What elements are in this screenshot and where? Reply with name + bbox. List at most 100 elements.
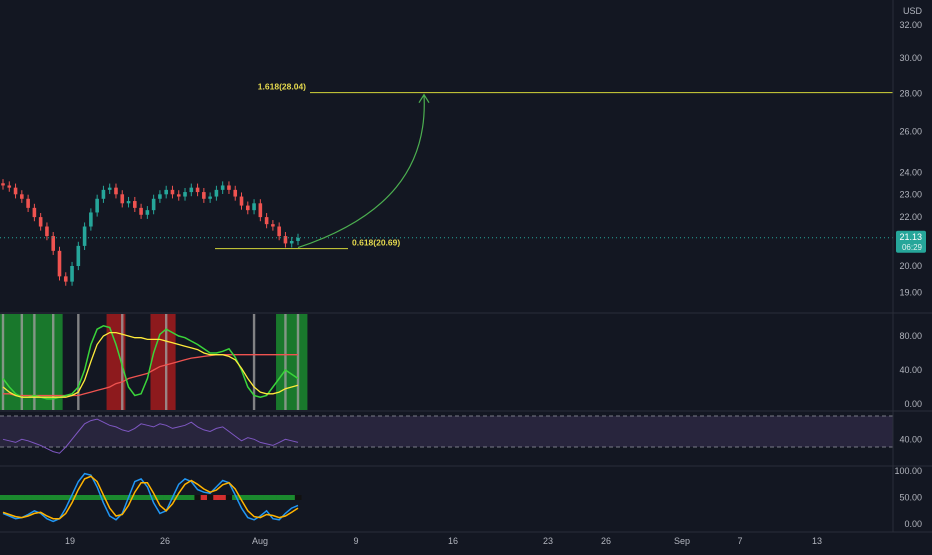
price-tick-label: 20.00	[899, 261, 922, 271]
candle-body	[45, 226, 49, 237]
signal-bar-gray	[1, 314, 5, 410]
last-price-value: 21.13	[899, 232, 922, 242]
stoch-ribbon-segment	[137, 495, 145, 500]
stoch-ribbon-segment	[94, 495, 101, 500]
price-tick-label: 23.00	[899, 189, 922, 199]
stoch-ribbon-segment	[188, 495, 195, 500]
stoch-ribbon-segment	[150, 495, 158, 500]
time-tick-label: 26	[160, 536, 170, 546]
stoch-ribbon-segment	[219, 495, 227, 500]
stoch-ribbon-segment	[294, 495, 302, 500]
signal-zone-green	[31, 314, 63, 410]
candle-body	[76, 245, 81, 266]
last-price-badge-bg	[896, 230, 926, 253]
price-tick-label: 19.00	[899, 287, 922, 297]
candles	[1, 179, 300, 286]
price-pane[interactable]: 32.00 30.00 28.00 26.00 24.00 23.00 22.00 20.00…	[0, 6, 926, 297]
oscillator-pane[interactable]: 80.00 40.00 0.00	[0, 314, 922, 410]
stoch-ribbon-segment	[18, 495, 26, 500]
rsi-band	[0, 416, 893, 447]
stoch-ribbon-segment	[112, 495, 120, 500]
stoch-ribbon-segment	[100, 495, 107, 500]
signal-bar-gray	[77, 314, 80, 410]
time-tick-label: 19	[65, 536, 75, 546]
signal-bar-gray	[284, 314, 287, 410]
time-tick-label: 23	[543, 536, 553, 546]
candle-body	[239, 196, 244, 206]
candle-body	[70, 266, 74, 282]
time-tick-label: 9	[353, 536, 358, 546]
rsi-pane[interactable]: 40.00	[0, 415, 922, 454]
signal-bar-gray	[164, 314, 168, 410]
stoch-ribbon-segment	[175, 495, 183, 500]
candle-body	[38, 217, 43, 227]
signal-bar-gray	[52, 314, 55, 410]
stoch-tick-label: 0.00	[904, 519, 922, 529]
candle-body	[13, 187, 18, 195]
candle-body	[277, 226, 281, 237]
stoch-ribbon-segment	[87, 495, 95, 500]
candle-body	[133, 201, 137, 208]
candle-body	[101, 189, 106, 199]
fib-levels[interactable]: 1.618(28.04) 0.618(20.69)	[215, 82, 893, 250]
price-tick-label: 26.00	[899, 126, 922, 136]
stoch-ribbon-segment	[282, 495, 289, 500]
signal-bar-gray	[296, 314, 300, 410]
oscillator-tick-label: 40.00	[899, 365, 922, 375]
stoch-tick-label: 50.00	[899, 493, 922, 503]
candle-body	[296, 237, 300, 241]
stoch-k-line	[2, 472, 299, 523]
rsi-line	[2, 418, 299, 454]
signal-bar-gray	[20, 314, 24, 410]
stoch-ribbon-segment	[288, 495, 296, 500]
signal-bar-gray	[252, 314, 256, 410]
stoch-ribbon-segment	[213, 495, 220, 500]
oscillator-line-red	[3, 354, 298, 397]
stoch-tick-label: 100.00	[894, 466, 922, 476]
stochastic-pane[interactable]: 100.00 50.00 0.00	[0, 466, 922, 529]
candle-body	[170, 189, 175, 195]
candle-body	[57, 250, 62, 277]
stoch-ribbon-segment	[62, 495, 70, 500]
price-tick-label: 28.00	[899, 88, 922, 98]
time-tick-label: 26	[601, 536, 611, 546]
signal-zone-green	[276, 314, 308, 410]
time-tick-label: Sep	[674, 536, 690, 546]
projection-arrow[interactable]	[297, 94, 425, 249]
stoch-ribbon-segment	[43, 495, 51, 500]
stoch-ribbon-segment	[263, 495, 271, 500]
stoch-ribbon-segment	[131, 495, 139, 500]
candle-body	[176, 194, 181, 197]
price-tick-label: 32.00	[899, 20, 922, 30]
stoch-ribbon-segment	[37, 495, 45, 500]
stoch-ribbon-segment	[225, 495, 233, 500]
stoch-ribbon-segment	[163, 495, 170, 500]
stoch-ribbon-segment	[50, 495, 57, 500]
candle-body	[245, 205, 250, 211]
stoch-ribbon-segment	[56, 495, 64, 500]
stoch-ribbon-segment	[232, 495, 239, 500]
signal-zone-red	[150, 314, 176, 410]
signal-bar-gray	[33, 314, 36, 410]
stoch-ribbon-segment	[106, 495, 114, 500]
stoch-ribbon-segment	[75, 495, 82, 500]
candle-body	[20, 194, 24, 199]
stoch-ribbon-segment	[144, 495, 151, 500]
candle-body	[264, 217, 269, 225]
candle-body	[289, 240, 294, 244]
candle-body	[107, 187, 112, 190]
price-tick-label: 24.00	[899, 167, 922, 177]
stoch-ribbon-segment	[238, 495, 246, 500]
candle-body	[252, 203, 256, 211]
candle-body	[89, 212, 93, 227]
time-axis[interactable]: 19 26 Aug 9 16 23 26 Sep 7 13	[65, 536, 822, 546]
price-tick-label: 30.00	[899, 53, 922, 63]
candle-body	[114, 187, 118, 195]
candle-body	[227, 185, 231, 190]
candle-body	[214, 189, 219, 197]
time-tick-label: 13	[812, 536, 822, 546]
stoch-ribbon-segment	[257, 495, 264, 500]
stoch-ribbon-segment	[81, 495, 89, 500]
